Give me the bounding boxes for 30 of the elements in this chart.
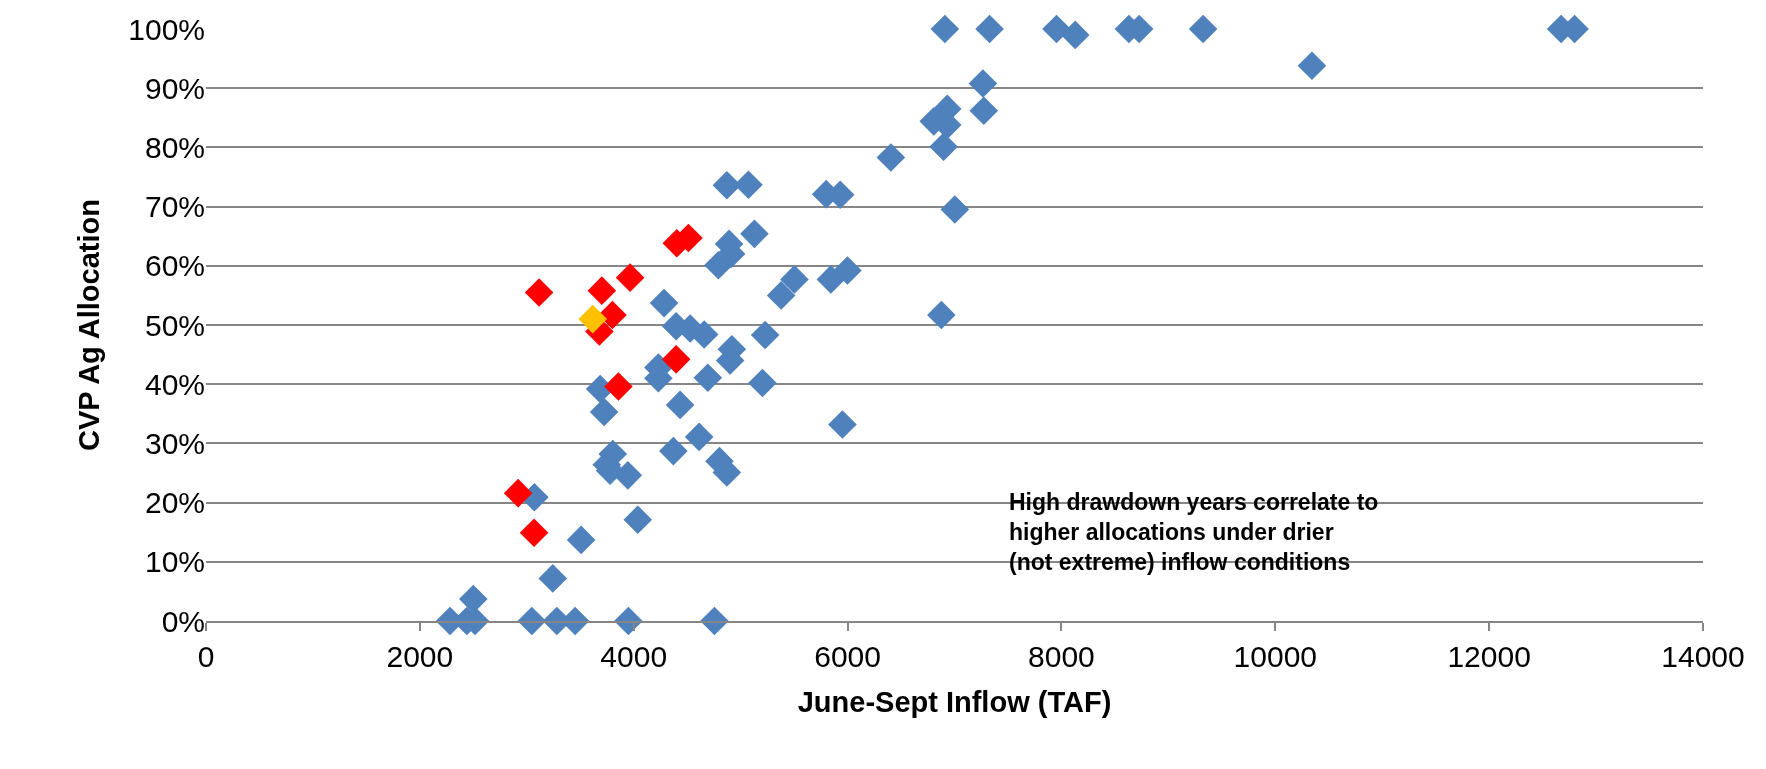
point (587, 276, 617, 305)
y-tick-label: 100% (128, 12, 205, 46)
point (503, 478, 533, 508)
x-tick-label: 10000 (1233, 640, 1318, 673)
y-tick-label: 30% (144, 426, 205, 460)
x-tick-label: 8000 (1028, 640, 1095, 673)
y-tick-label: 90% (144, 71, 205, 105)
x-tick-label: 4000 (600, 640, 668, 673)
point (615, 263, 645, 292)
point (519, 518, 549, 548)
point (661, 345, 691, 374)
point (578, 304, 608, 334)
y-tick-label: 40% (144, 367, 205, 401)
y-tick-label: 20% (144, 486, 205, 520)
point (524, 278, 554, 307)
y-axis-title: CVP Ag Allocation (72, 199, 105, 451)
x-tick-label: 6000 (814, 640, 881, 673)
x-tick-label: 0 (197, 640, 215, 673)
point (604, 372, 633, 401)
y-tick-label: 10% (144, 545, 205, 579)
x-tick-label: 14000 (1661, 640, 1745, 673)
y-tick-label: 70% (144, 190, 205, 224)
x-axis-title: June-Sept Inflow (TAF) (797, 686, 1112, 719)
y-tick-label: 0% (161, 604, 205, 638)
x-tick-label: 12000 (1447, 640, 1531, 673)
x-tick-label: 2000 (386, 640, 454, 673)
annotation: High drawdown years correlate to higher allocations under drier (not extreme) inflow conditions (1009, 489, 1379, 575)
y-tick-label: 80% (144, 130, 205, 164)
y-tick-label: 60% (144, 249, 205, 283)
y-tick-label: 50% (144, 308, 205, 342)
